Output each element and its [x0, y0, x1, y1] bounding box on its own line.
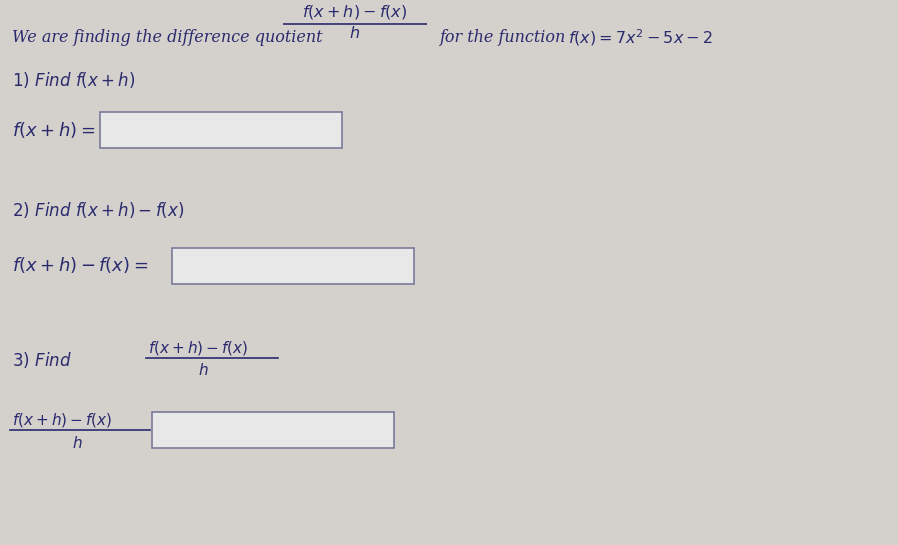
Text: $h$: $h$	[72, 435, 83, 451]
FancyBboxPatch shape	[100, 112, 342, 148]
Text: $\mathit{2)\ Find\ f(x+h) - f(x)}$: $\mathit{2)\ Find\ f(x+h) - f(x)}$	[12, 200, 184, 220]
Text: $f(x+h)-f(x)$: $f(x+h)-f(x)$	[148, 339, 249, 357]
Text: $h$: $h$	[198, 362, 208, 378]
Text: $\mathit{3)\ Find}$: $\mathit{3)\ Find}$	[12, 350, 72, 370]
Text: $\mathit{1)\ Find\ f(x+h)}$: $\mathit{1)\ Find\ f(x+h)}$	[12, 70, 136, 90]
FancyBboxPatch shape	[172, 248, 414, 284]
Text: $\mathit{f(x) = 7x^2 - 5x - 2}$: $\mathit{f(x) = 7x^2 - 5x - 2}$	[568, 28, 713, 49]
FancyBboxPatch shape	[152, 412, 394, 448]
Text: $\mathit{f(x+h)=}$: $\mathit{f(x+h)=}$	[12, 120, 95, 140]
Text: $f(x+h)-f(x)$: $f(x+h)-f(x)$	[303, 3, 408, 21]
Text: $\mathit{f(x+h) - f(x) =}$: $\mathit{f(x+h) - f(x) =}$	[12, 255, 148, 275]
Text: $f(x+h)-f(x)$: $f(x+h)-f(x)$	[12, 411, 112, 429]
Text: $h$: $h$	[349, 26, 360, 43]
Text: We are finding the difference quotient: We are finding the difference quotient	[12, 29, 322, 46]
Text: for the function: for the function	[440, 29, 567, 46]
